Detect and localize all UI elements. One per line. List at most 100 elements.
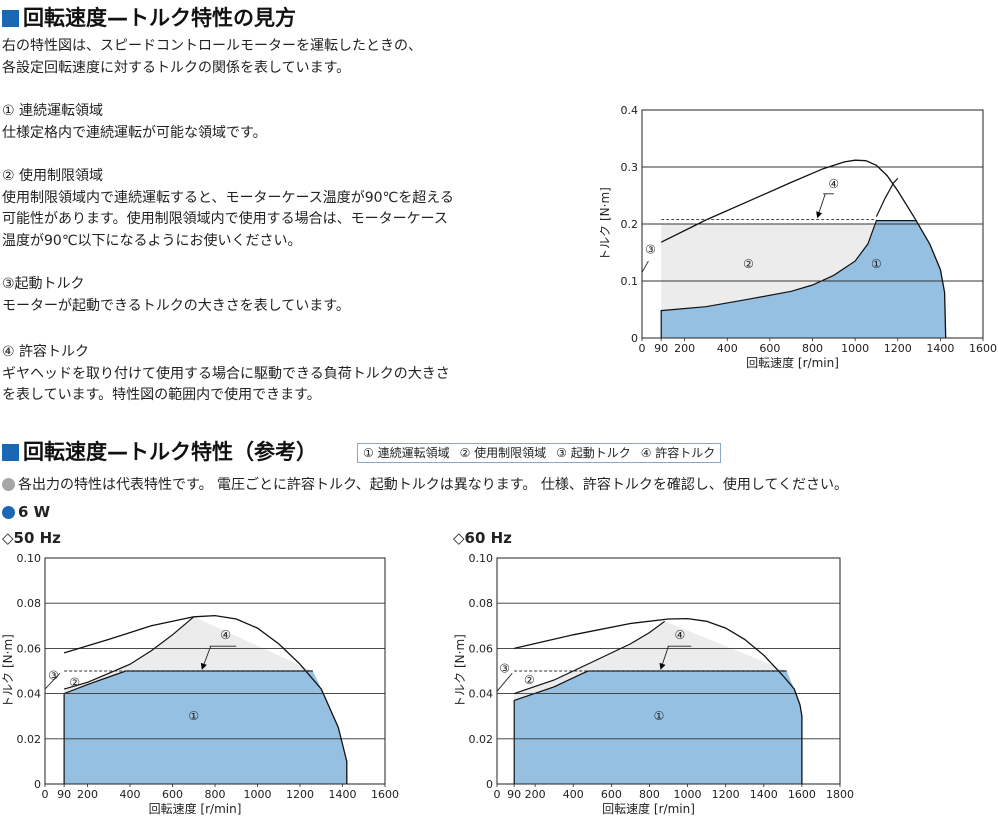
x-tick-label: 0 [494,788,501,801]
x-tick-label: 1400 [750,788,778,801]
x-tick-label: 1000 [674,788,702,801]
y-tick-label: 0.02 [17,733,42,746]
region-label: ③ [48,669,59,683]
item-heading: ④ 許容トルク [2,344,90,360]
legend-item: ④ 許容トルク [640,446,716,460]
section2-title: 回転速度—トルク特性（参考） [23,440,317,464]
x-axis-label: 回転速度 [r/min] [602,801,695,816]
output-label: 6 W [18,503,51,521]
item-starting: ③起動トルク モーターが起動できるトルクの大きさを表しています。 [2,274,350,317]
y-tick-label: 0.1 [621,275,639,288]
region-label: ④ [675,628,686,642]
x-tick-label: 200 [525,788,546,801]
x-tick-label: 1200 [286,788,314,801]
x-tick-label: 600 [759,342,780,355]
region-label: ④ [220,628,231,642]
region-label: ③ [645,243,656,257]
output-heading: 6 W [2,503,50,521]
x-tick-label: 800 [639,788,660,801]
x-tick-label: 1600 [788,788,816,801]
continuous-region [64,671,347,784]
legend-item: ② 使用制限領域 [459,446,547,460]
y-tick-label: 0.4 [621,104,639,117]
x-tick-label: 1000 [841,342,869,355]
y-tick-label: 0 [631,332,638,345]
item-limited: ② 使用制限領域 使用制限領域内で連続運転すると、モーターケース温度が90℃を超… [2,166,454,252]
intro-line: 各設定回転速度に対するトルクの関係を表しています。 [2,59,351,76]
y-tick-label: 0.2 [621,218,639,231]
x-tick-label: 1000 [244,788,272,801]
region-label: ② [524,673,535,687]
continuous-boundary-line [660,219,917,338]
starting-torque-curve [514,617,803,784]
item-line: 可能性があります。使用制限領域内で使用する場合は、モーターケース [2,211,448,227]
gray-bullet-icon [2,478,15,491]
x-tick-label: 800 [205,788,226,801]
note: 各出力の特性は代表特性です。 電圧ごとに許容トルク、起動トルクは異なります。 仕… [2,474,848,494]
x-tick-label: 600 [601,788,622,801]
item-line: 仕様定格内で連続運転が可能な領域です。 [2,124,267,141]
leader-line-3 [44,672,61,690]
x-tick-label: 600 [162,788,183,801]
y-tick-label: 0.04 [469,688,494,701]
x-tick-label: 1200 [712,788,740,801]
x-tick-label: 1400 [329,788,357,801]
region-label: ④ [828,177,839,191]
leader-line-3 [641,260,649,273]
chart-guide: ① ② ③ ④ 0 0.1 0.2 0.3 0.4 0 90 200 400 600 800 1000 1200… [600,104,997,370]
y-tick-label: 0.02 [469,733,494,746]
x-tick-label: 90 [507,788,521,801]
region-label: ③ [499,662,510,676]
chart-6w-50hz: ① ②③ ④ 0 0.02 0.04 0.06 0.08 0.10 0 90 200 400 600 800… [1,552,399,816]
item-heading: ② 使用制限領域 [2,168,104,184]
item-heading: ① 連続運転領域 [2,103,104,119]
x-tick-label: 800 [802,342,823,355]
item-line: を表しています。特性図の範囲内で使用できます。 [2,387,321,403]
x-tick-label: 90 [654,342,668,355]
y-tick-label: 0.10 [17,552,42,565]
x-tick-label: 400 [563,788,584,801]
legend-box: ① 連続運転領域 ② 使用制限領域 ③ 起動トルク ④ 許容トルク [357,443,722,463]
x-tick-label: 1200 [884,342,912,355]
starting-torque-curve [660,159,947,339]
chart-6w-60hz: ① ②③ ④ 0 0.02 0.04 0.06 0.08 0.10 0 90 200 400 600 800… [453,552,854,816]
y-tick-label: 0 [34,778,41,791]
section1-title: 回転速度—トルク特性の見方 [23,6,296,30]
section2-heading: 回転速度—トルク特性（参考） [2,436,317,466]
y-axis-label: トルク [N·m] [1,634,15,708]
plot-frame [496,557,841,785]
legend-item: ③ 起動トルク [556,446,631,460]
legend-item: ① 連続運転領域 [363,446,450,460]
region-label: ② [69,675,80,689]
x-tick-label: 200 [674,342,695,355]
x-tick-label: 1400 [926,342,954,355]
region-label: ② [743,257,754,271]
continuous-region [661,220,946,338]
continuous-region [514,671,802,784]
limited-region [64,616,313,694]
x-tick-label: 0 [639,342,646,355]
intro-line: 右の特性図は、スピードコントロールモーターを運転したときの、 [2,38,422,54]
region-label: ① [871,257,882,271]
x-tick-label: 1600 [371,788,399,801]
item-continuous: ① 連続運転領域 仕様定格内で連続運転が可能な領域です。 [2,101,267,144]
x-tick-label: 90 [57,788,71,801]
item-line: 使用制限領域内で連続運転すると、モーターケース温度が90℃を超える [2,189,454,206]
limit-curve [514,620,666,695]
item-line: 温度が90℃以下になるようにお使いください。 [2,232,302,249]
leader-arrow-icon [816,211,823,219]
leader-line-3 [496,672,513,692]
x-tick-label: 400 [120,788,141,801]
x-tick-label: 200 [77,788,98,801]
item-heading: ③起動トルク [2,276,85,292]
x-tick-label: 1600 [969,342,997,355]
x-tick-label: 1800 [826,788,854,801]
item-permissible: ④ 許容トルク ギヤヘッドを取り付けて使用する場合に駆動できる負荷トルクの大きさ… [2,342,450,407]
y-tick-label: 0.3 [621,161,639,174]
section1-heading: 回転速度—トルク特性の見方 [2,2,296,32]
limit-curve [63,616,195,690]
y-tick-label: 0.08 [17,597,42,610]
y-tick-label: 0.04 [17,688,42,701]
limited-region [514,621,787,701]
y-tick-label: 0.06 [17,642,42,655]
